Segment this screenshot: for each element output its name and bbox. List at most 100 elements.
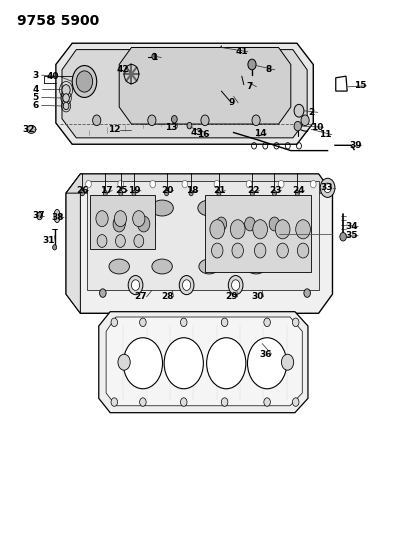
Circle shape xyxy=(274,220,289,239)
Circle shape xyxy=(150,180,155,188)
Circle shape xyxy=(97,235,107,247)
Text: 41: 41 xyxy=(235,47,247,56)
Text: 2: 2 xyxy=(307,108,314,117)
Polygon shape xyxy=(335,76,346,91)
Text: 14: 14 xyxy=(253,129,266,138)
Text: 3: 3 xyxy=(32,70,38,79)
Circle shape xyxy=(187,123,191,129)
Polygon shape xyxy=(99,312,307,413)
Ellipse shape xyxy=(198,200,220,216)
Ellipse shape xyxy=(109,259,129,274)
Circle shape xyxy=(300,115,308,126)
Circle shape xyxy=(213,180,219,188)
Circle shape xyxy=(244,217,255,231)
Circle shape xyxy=(147,115,155,126)
Circle shape xyxy=(295,220,310,239)
Circle shape xyxy=(216,190,220,196)
Circle shape xyxy=(339,232,346,241)
Polygon shape xyxy=(119,47,290,124)
Text: 31: 31 xyxy=(43,237,55,246)
Circle shape xyxy=(264,211,284,237)
Text: 20: 20 xyxy=(161,186,173,195)
Circle shape xyxy=(247,338,286,389)
Circle shape xyxy=(180,318,187,327)
Circle shape xyxy=(247,59,256,70)
Text: 29: 29 xyxy=(225,292,237,301)
Circle shape xyxy=(113,216,125,232)
Polygon shape xyxy=(106,317,301,406)
Circle shape xyxy=(164,338,203,389)
Circle shape xyxy=(139,318,146,327)
Text: 27: 27 xyxy=(134,292,146,301)
Circle shape xyxy=(179,276,193,295)
Circle shape xyxy=(310,180,315,188)
Ellipse shape xyxy=(108,200,130,216)
Circle shape xyxy=(263,318,270,327)
Circle shape xyxy=(180,398,187,406)
Ellipse shape xyxy=(151,200,173,216)
Circle shape xyxy=(182,180,187,188)
Circle shape xyxy=(276,243,288,258)
Text: 38: 38 xyxy=(52,213,64,222)
Circle shape xyxy=(292,398,298,406)
Text: 43: 43 xyxy=(190,127,202,136)
Circle shape xyxy=(221,318,227,327)
Circle shape xyxy=(111,398,117,406)
Text: 34: 34 xyxy=(345,222,357,231)
Circle shape xyxy=(211,211,231,237)
Text: 15: 15 xyxy=(353,81,366,90)
Circle shape xyxy=(119,190,123,196)
Polygon shape xyxy=(90,195,155,249)
Circle shape xyxy=(139,398,146,406)
Circle shape xyxy=(231,243,243,258)
Text: 6: 6 xyxy=(32,101,38,110)
Circle shape xyxy=(151,53,156,60)
Circle shape xyxy=(216,217,226,231)
Circle shape xyxy=(171,116,177,123)
Text: 19: 19 xyxy=(128,186,141,195)
Text: 36: 36 xyxy=(258,350,271,359)
Circle shape xyxy=(76,71,92,92)
Circle shape xyxy=(132,209,155,239)
Polygon shape xyxy=(204,195,310,272)
Circle shape xyxy=(323,183,330,192)
Circle shape xyxy=(131,280,139,290)
Text: 4: 4 xyxy=(32,85,38,94)
Circle shape xyxy=(137,216,149,232)
Circle shape xyxy=(103,190,107,196)
Ellipse shape xyxy=(151,259,172,274)
Circle shape xyxy=(231,280,239,290)
Circle shape xyxy=(36,212,42,220)
Circle shape xyxy=(111,318,117,327)
Circle shape xyxy=(239,211,260,237)
Polygon shape xyxy=(66,174,332,193)
Circle shape xyxy=(134,235,144,247)
Text: 7: 7 xyxy=(246,82,252,91)
Circle shape xyxy=(209,220,224,239)
Circle shape xyxy=(230,220,245,239)
Text: 26: 26 xyxy=(76,186,88,195)
Circle shape xyxy=(99,289,106,297)
Circle shape xyxy=(268,217,279,231)
Text: 42: 42 xyxy=(116,66,128,74)
Text: 28: 28 xyxy=(161,292,173,301)
Polygon shape xyxy=(62,50,306,138)
Text: 39: 39 xyxy=(348,141,361,150)
Polygon shape xyxy=(56,43,312,144)
Circle shape xyxy=(246,180,251,188)
Text: 10: 10 xyxy=(310,123,323,132)
Circle shape xyxy=(211,243,222,258)
Circle shape xyxy=(108,209,130,239)
Circle shape xyxy=(133,211,144,227)
Ellipse shape xyxy=(27,125,36,133)
Circle shape xyxy=(292,318,298,327)
Circle shape xyxy=(252,220,267,239)
Circle shape xyxy=(293,122,301,131)
Circle shape xyxy=(85,180,91,188)
Circle shape xyxy=(252,115,260,126)
Circle shape xyxy=(297,243,308,258)
Text: 33: 33 xyxy=(320,183,332,192)
Circle shape xyxy=(62,85,70,95)
Polygon shape xyxy=(66,174,80,313)
Ellipse shape xyxy=(244,200,267,216)
